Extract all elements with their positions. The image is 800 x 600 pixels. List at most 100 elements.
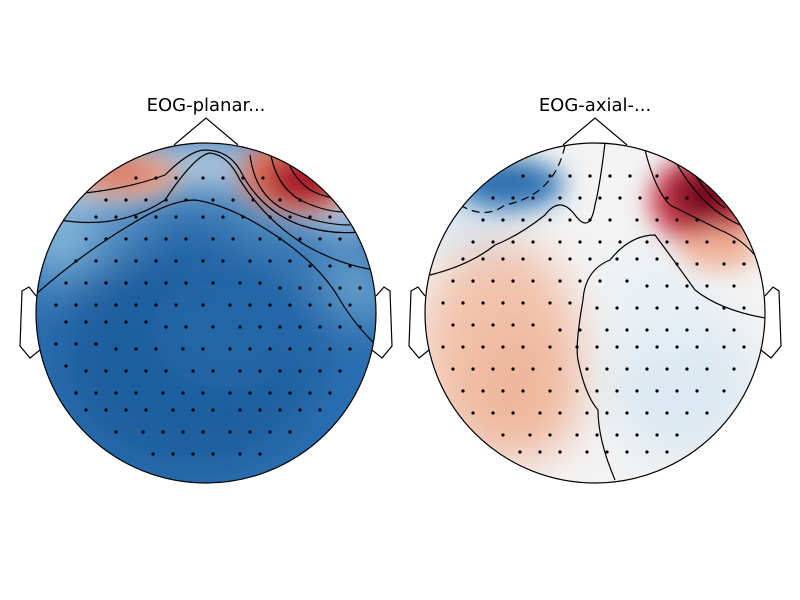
sensor-dot <box>278 198 282 202</box>
sensor-dot <box>548 389 552 393</box>
sensor-dot <box>308 391 312 395</box>
sensor-dot <box>251 198 255 202</box>
sensor-dot <box>732 367 736 371</box>
sensor-dot <box>84 369 88 373</box>
sensor-dot <box>231 198 235 202</box>
sensor-dot <box>288 215 292 219</box>
sensor-dot <box>211 198 215 202</box>
sensor-dot <box>501 218 505 222</box>
sensor-dot <box>441 345 445 349</box>
head-outline-right <box>408 117 782 484</box>
sensor-dot <box>568 174 572 178</box>
sensor-dot <box>318 408 322 412</box>
sensor-dot <box>258 369 262 373</box>
sensor-dot <box>732 328 736 332</box>
sensor-dot <box>308 347 312 351</box>
panel-title-left: EOG-planar... <box>147 95 266 116</box>
sensor-dot <box>575 389 579 393</box>
sensor-dot <box>211 452 215 456</box>
sensor-dot <box>575 345 579 349</box>
sensor-dot <box>665 367 669 371</box>
sensor-dot <box>211 369 215 373</box>
sensor-dot <box>211 325 215 329</box>
sensor-dot <box>578 240 582 244</box>
sensor-dot <box>732 240 736 244</box>
sensor-dot <box>184 281 188 285</box>
sensor-dot <box>258 408 262 412</box>
sensor-dot <box>94 303 98 307</box>
sensor-dot <box>481 218 485 222</box>
sensor-dot <box>238 325 242 329</box>
sensor-dot <box>338 325 342 329</box>
sensor-dot <box>338 286 342 290</box>
sensor-dot <box>184 198 188 202</box>
sensor-dot <box>338 369 342 373</box>
sensor-dot <box>144 198 148 202</box>
sensor-dot <box>518 450 522 454</box>
sensor-dot <box>308 303 312 307</box>
sensor-dot <box>134 391 138 395</box>
sensor-dot <box>94 391 98 395</box>
sensor-dot <box>248 391 252 395</box>
sensor-dot <box>598 279 602 283</box>
sensor-dot <box>695 389 699 393</box>
sensor-dot <box>201 303 205 307</box>
sensor-dot <box>248 430 252 434</box>
sensor-dot <box>268 347 272 351</box>
sensor-dot <box>84 408 88 412</box>
sensor-dot <box>151 452 155 456</box>
sensor-dot <box>568 257 572 261</box>
sensor-dot <box>134 176 138 180</box>
sensor-dot <box>608 174 612 178</box>
sensor-dot <box>288 391 292 395</box>
sensor-dot <box>548 345 552 349</box>
sensor-dot <box>501 345 505 349</box>
sensor-dot <box>705 411 709 415</box>
sensor-dot <box>615 306 619 310</box>
sensor-dot <box>74 391 78 395</box>
sensor-dot <box>491 323 495 327</box>
sensor-dot <box>298 369 302 373</box>
sensor-dot <box>154 347 158 351</box>
sensor-dot <box>705 240 709 244</box>
sensor-dot <box>358 286 362 290</box>
sensor-dot <box>228 391 232 395</box>
sensor-dot <box>298 325 302 329</box>
sensor-dot <box>471 411 475 415</box>
sensor-dot <box>645 284 649 288</box>
sensor-dot <box>538 450 542 454</box>
sensor-dot <box>268 391 272 395</box>
sensor-dot <box>575 433 579 437</box>
sensor-dot <box>558 367 562 371</box>
sensor-dot <box>722 306 726 310</box>
sensor-dot <box>685 196 689 200</box>
sensor-dot <box>638 196 642 200</box>
sensor-dot <box>184 325 188 329</box>
sensor-dot <box>471 367 475 371</box>
sensor-dot <box>64 320 68 324</box>
sensor-dot <box>558 328 562 332</box>
sensor-dot <box>278 369 282 373</box>
sensor-dot <box>511 196 515 200</box>
sensor-dot <box>521 301 525 305</box>
sensor-dot <box>578 328 582 332</box>
sensor-dot <box>511 279 515 283</box>
sensor-dot <box>501 433 505 437</box>
sensor-dot <box>104 320 108 324</box>
sensor-dot <box>221 259 225 263</box>
sensor-dot <box>144 237 148 241</box>
sensor-dot <box>598 196 602 200</box>
sensor-dot <box>191 452 195 456</box>
sensor-dot <box>645 240 649 244</box>
sensor-dot <box>531 323 535 327</box>
sensor-dot <box>141 430 145 434</box>
sensor-dot <box>134 347 138 351</box>
sensor-dot <box>635 389 639 393</box>
sensor-dots-left <box>54 176 362 456</box>
sensor-dot <box>144 320 148 324</box>
sensor-dot <box>348 303 352 307</box>
sensor-dot <box>548 174 552 178</box>
sensor-dot <box>268 430 272 434</box>
sensor-dot <box>481 257 485 261</box>
sensor-dot <box>171 452 175 456</box>
